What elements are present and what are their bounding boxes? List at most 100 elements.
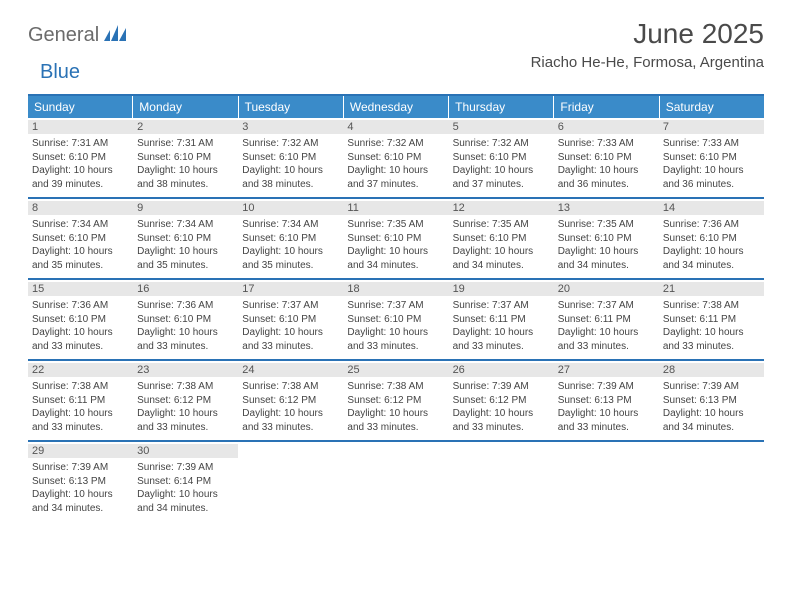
sunset-line: Sunset: 6:10 PM bbox=[347, 232, 444, 246]
day-number: 3 bbox=[238, 120, 343, 134]
daylight-line: Daylight: 10 hours and 34 minutes. bbox=[663, 245, 760, 272]
sunset-line: Sunset: 6:10 PM bbox=[347, 151, 444, 165]
week-row: 29Sunrise: 7:39 AMSunset: 6:13 PMDayligh… bbox=[28, 442, 764, 521]
day-number: 5 bbox=[449, 120, 554, 134]
sunrise-line: Sunrise: 7:34 AM bbox=[137, 218, 234, 232]
empty-cell bbox=[449, 442, 554, 521]
daylight-line: Daylight: 10 hours and 33 minutes. bbox=[137, 326, 234, 353]
daylight-line: Daylight: 10 hours and 33 minutes. bbox=[32, 407, 129, 434]
day-cell: 6Sunrise: 7:33 AMSunset: 6:10 PMDaylight… bbox=[554, 118, 659, 197]
sunrise-line: Sunrise: 7:31 AM bbox=[137, 137, 234, 151]
day-cell: 23Sunrise: 7:38 AMSunset: 6:12 PMDayligh… bbox=[133, 361, 238, 440]
day-number: 21 bbox=[659, 282, 764, 296]
daylight-line: Daylight: 10 hours and 38 minutes. bbox=[242, 164, 339, 191]
sunrise-line: Sunrise: 7:32 AM bbox=[242, 137, 339, 151]
day-cell: 10Sunrise: 7:34 AMSunset: 6:10 PMDayligh… bbox=[238, 199, 343, 278]
brand-part1: General bbox=[28, 24, 99, 47]
sunrise-line: Sunrise: 7:31 AM bbox=[32, 137, 129, 151]
day-cell: 26Sunrise: 7:39 AMSunset: 6:12 PMDayligh… bbox=[449, 361, 554, 440]
day-cell: 17Sunrise: 7:37 AMSunset: 6:10 PMDayligh… bbox=[238, 280, 343, 359]
daylight-line: Daylight: 10 hours and 33 minutes. bbox=[347, 326, 444, 353]
empty-cell bbox=[238, 442, 343, 521]
calendar-grid: SundayMondayTuesdayWednesdayThursdayFrid… bbox=[28, 94, 764, 521]
sunrise-line: Sunrise: 7:35 AM bbox=[347, 218, 444, 232]
brand-chart-icon bbox=[104, 25, 126, 46]
sunset-line: Sunset: 6:12 PM bbox=[137, 394, 234, 408]
sunrise-line: Sunrise: 7:39 AM bbox=[558, 380, 655, 394]
sunrise-line: Sunrise: 7:38 AM bbox=[347, 380, 444, 394]
sunset-line: Sunset: 6:10 PM bbox=[137, 232, 234, 246]
day-number: 16 bbox=[133, 282, 238, 296]
weekday-header: Thursday bbox=[449, 96, 554, 118]
day-number: 20 bbox=[554, 282, 659, 296]
sunset-line: Sunset: 6:12 PM bbox=[453, 394, 550, 408]
daylight-line: Daylight: 10 hours and 33 minutes. bbox=[453, 326, 550, 353]
day-number: 1 bbox=[28, 120, 133, 134]
sunrise-line: Sunrise: 7:39 AM bbox=[137, 461, 234, 475]
week-row: 8Sunrise: 7:34 AMSunset: 6:10 PMDaylight… bbox=[28, 199, 764, 280]
sunset-line: Sunset: 6:13 PM bbox=[558, 394, 655, 408]
sunset-line: Sunset: 6:13 PM bbox=[32, 475, 129, 489]
daylight-line: Daylight: 10 hours and 34 minutes. bbox=[453, 245, 550, 272]
sunset-line: Sunset: 6:10 PM bbox=[32, 151, 129, 165]
day-cell: 9Sunrise: 7:34 AMSunset: 6:10 PMDaylight… bbox=[133, 199, 238, 278]
daylight-line: Daylight: 10 hours and 33 minutes. bbox=[137, 407, 234, 434]
day-number: 22 bbox=[28, 363, 133, 377]
daylight-line: Daylight: 10 hours and 33 minutes. bbox=[242, 326, 339, 353]
calendar-page: General June 2025 Riacho He-He, Formosa,… bbox=[0, 0, 792, 539]
daylight-line: Daylight: 10 hours and 33 minutes. bbox=[558, 326, 655, 353]
daylight-line: Daylight: 10 hours and 35 minutes. bbox=[137, 245, 234, 272]
sunset-line: Sunset: 6:10 PM bbox=[663, 232, 760, 246]
sunrise-line: Sunrise: 7:34 AM bbox=[242, 218, 339, 232]
day-number: 15 bbox=[28, 282, 133, 296]
sunset-line: Sunset: 6:14 PM bbox=[137, 475, 234, 489]
sunset-line: Sunset: 6:12 PM bbox=[347, 394, 444, 408]
sunset-line: Sunset: 6:11 PM bbox=[558, 313, 655, 327]
sunrise-line: Sunrise: 7:35 AM bbox=[558, 218, 655, 232]
day-number: 4 bbox=[343, 120, 448, 134]
sunset-line: Sunset: 6:11 PM bbox=[663, 313, 760, 327]
location-text: Riacho He-He, Formosa, Argentina bbox=[531, 54, 764, 71]
day-number: 23 bbox=[133, 363, 238, 377]
weekday-header-row: SundayMondayTuesdayWednesdayThursdayFrid… bbox=[28, 96, 764, 118]
daylight-line: Daylight: 10 hours and 38 minutes. bbox=[137, 164, 234, 191]
day-number: 18 bbox=[343, 282, 448, 296]
day-cell: 19Sunrise: 7:37 AMSunset: 6:11 PMDayligh… bbox=[449, 280, 554, 359]
daylight-line: Daylight: 10 hours and 33 minutes. bbox=[453, 407, 550, 434]
daylight-line: Daylight: 10 hours and 36 minutes. bbox=[558, 164, 655, 191]
daylight-line: Daylight: 10 hours and 34 minutes. bbox=[663, 407, 760, 434]
title-block: June 2025 Riacho He-He, Formosa, Argenti… bbox=[531, 18, 764, 71]
day-cell: 13Sunrise: 7:35 AMSunset: 6:10 PMDayligh… bbox=[554, 199, 659, 278]
sunset-line: Sunset: 6:10 PM bbox=[242, 151, 339, 165]
day-cell: 4Sunrise: 7:32 AMSunset: 6:10 PMDaylight… bbox=[343, 118, 448, 197]
empty-cell bbox=[343, 442, 448, 521]
month-title: June 2025 bbox=[531, 18, 764, 50]
sunset-line: Sunset: 6:10 PM bbox=[453, 151, 550, 165]
sunset-line: Sunset: 6:12 PM bbox=[242, 394, 339, 408]
sunset-line: Sunset: 6:10 PM bbox=[453, 232, 550, 246]
day-number: 7 bbox=[659, 120, 764, 134]
sunset-line: Sunset: 6:10 PM bbox=[347, 313, 444, 327]
sunset-line: Sunset: 6:10 PM bbox=[558, 232, 655, 246]
day-cell: 25Sunrise: 7:38 AMSunset: 6:12 PMDayligh… bbox=[343, 361, 448, 440]
sunrise-line: Sunrise: 7:39 AM bbox=[663, 380, 760, 394]
day-number: 12 bbox=[449, 201, 554, 215]
day-number: 17 bbox=[238, 282, 343, 296]
daylight-line: Daylight: 10 hours and 39 minutes. bbox=[32, 164, 129, 191]
brand-logo: General bbox=[28, 18, 128, 47]
brand-part2: Blue bbox=[40, 61, 80, 84]
daylight-line: Daylight: 10 hours and 34 minutes. bbox=[32, 488, 129, 515]
daylight-line: Daylight: 10 hours and 34 minutes. bbox=[347, 245, 444, 272]
day-number: 6 bbox=[554, 120, 659, 134]
empty-cell bbox=[659, 442, 764, 521]
sunset-line: Sunset: 6:13 PM bbox=[663, 394, 760, 408]
weeks-container: 1Sunrise: 7:31 AMSunset: 6:10 PMDaylight… bbox=[28, 118, 764, 521]
day-cell: 1 Sunrise: 7:31 AMSunset: 6:10 PMDaylight… bbox=[28, 118, 133, 197]
day-cell: 30Sunrise: 7:39 AMSunset: 6:14 PMDayligh… bbox=[133, 442, 238, 521]
daylight-line: Daylight: 10 hours and 37 minutes. bbox=[347, 164, 444, 191]
sunrise-line: Sunrise: 7:36 AM bbox=[137, 299, 234, 313]
sunrise-line: Sunrise: 7:39 AM bbox=[32, 461, 129, 475]
week-row: 22Sunrise: 7:38 AMSunset: 6:11 PMDayligh… bbox=[28, 361, 764, 442]
weekday-header: Wednesday bbox=[344, 96, 449, 118]
day-number: 10 bbox=[238, 201, 343, 215]
